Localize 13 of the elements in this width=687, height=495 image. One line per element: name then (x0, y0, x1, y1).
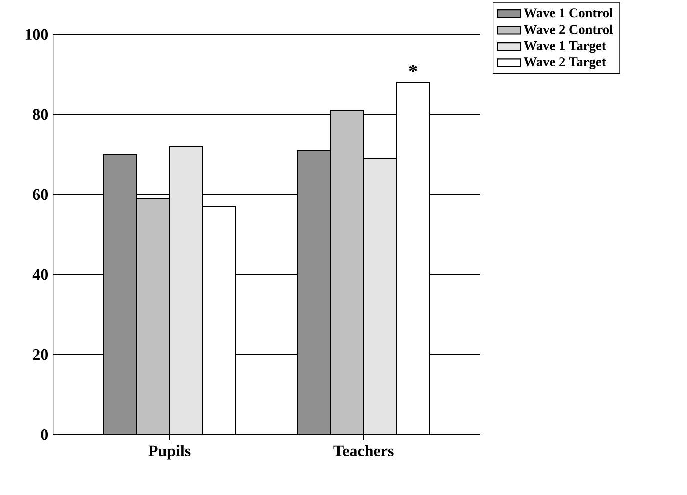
x-tick-label: Pupils (148, 445, 191, 460)
legend-label: Wave 1 Target (524, 41, 606, 54)
y-tick-label: 20 (33, 349, 48, 360)
y-tick-label: 60 (33, 189, 48, 200)
legend-label: Wave 1 Control (524, 8, 614, 18)
y-tick-label: 40 (32, 269, 48, 280)
legend-label: Wave 2 Target (524, 58, 606, 70)
x-tick-label: Teachers (334, 445, 394, 457)
y-tick-label: 80 (33, 109, 48, 120)
annotation: * (409, 65, 418, 73)
y-tick-label: 0 (41, 430, 48, 440)
legend-label: Wave 2 Control (524, 24, 614, 34)
y-tick-label: 100 (26, 29, 48, 40)
